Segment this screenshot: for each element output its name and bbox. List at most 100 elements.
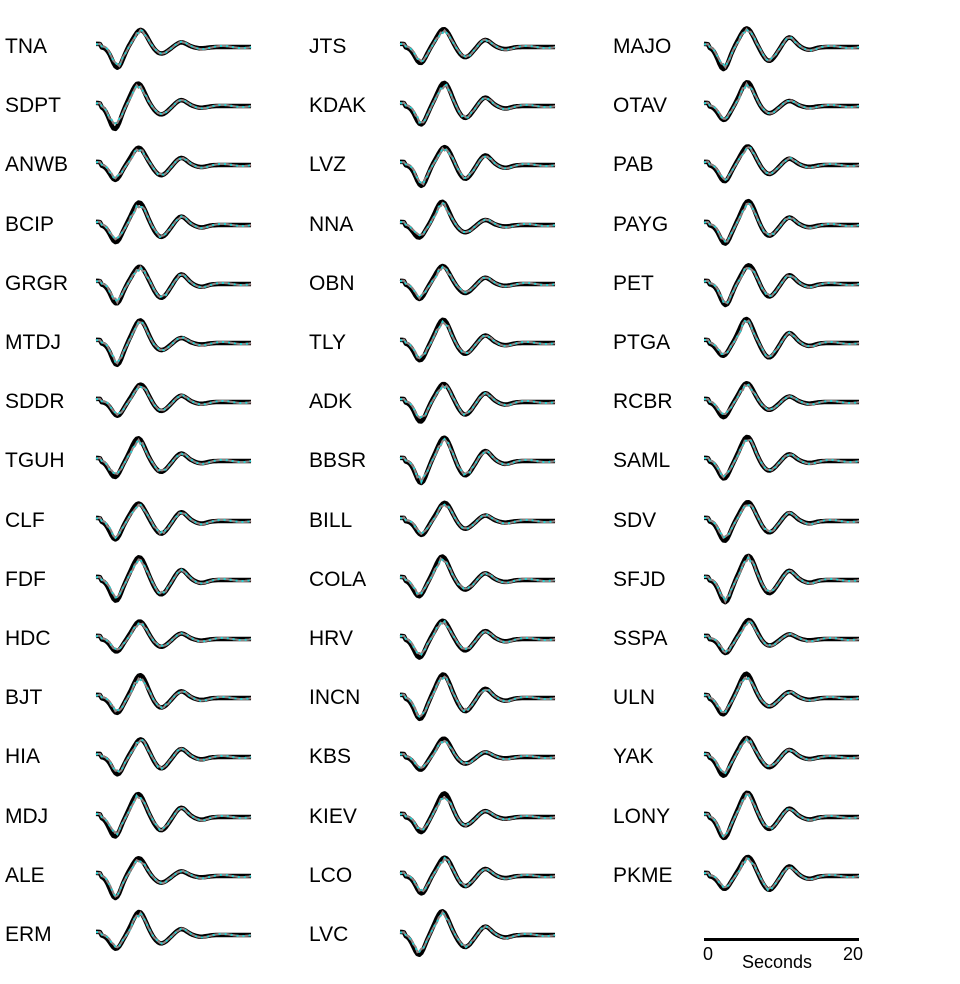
station-label-hrv: HRV	[309, 627, 353, 650]
scale-start-label: 0	[703, 944, 714, 964]
station-label-majo: MAJO	[613, 35, 672, 58]
synthetic-trace-cyan	[399, 201, 556, 236]
station-label-nna: NNA	[309, 212, 354, 236]
station-label-yak: YAK	[613, 745, 654, 769]
synthetic-trace-grey	[95, 148, 252, 180]
synthetic-trace-cyan	[399, 83, 556, 124]
station-label-pet: PET	[613, 271, 654, 295]
synthetic-trace-grey	[703, 856, 860, 891]
synthetic-trace-grey	[703, 620, 860, 654]
observed-trace	[399, 500, 556, 537]
synthetic-trace-grey	[96, 911, 252, 949]
waveform-obn	[399, 263, 556, 302]
station-label-clf: CLF	[5, 508, 45, 532]
synthetic-trace-red	[96, 911, 252, 949]
synthetic-trace-grey	[399, 384, 556, 420]
station-label-bcip: BCIP	[5, 212, 55, 236]
station-label-tna: TNA	[5, 35, 47, 58]
waveform-hdc	[95, 619, 252, 654]
synthetic-trace-cyan	[95, 264, 252, 305]
observed-trace	[399, 145, 556, 189]
synthetic-trace-cyan	[95, 438, 252, 476]
synthetic-trace-cyan	[703, 676, 860, 714]
station-label-uln: ULN	[613, 686, 656, 710]
observed-trace	[399, 736, 556, 773]
synthetic-trace-grey	[399, 619, 556, 656]
station-label-lony: LONY	[613, 804, 671, 828]
waveform-clf	[95, 500, 252, 542]
station-label-hia: HIA	[5, 745, 41, 769]
station-label-ale: ALE	[5, 863, 45, 887]
waveform-majo	[703, 26, 860, 72]
station-label-incn: INCN	[309, 686, 361, 710]
waveform-sddr	[95, 382, 252, 419]
synthetic-trace-cyan	[703, 383, 860, 416]
waveform-ptga	[703, 316, 860, 360]
waveform-kiev	[399, 790, 556, 834]
waveform-kbs	[399, 736, 556, 773]
station-label-grgr: GRGR	[5, 271, 68, 295]
synthetic-trace-cyan	[95, 385, 252, 417]
waveform-kdak	[399, 80, 556, 127]
waveform-bjt	[95, 673, 252, 716]
station-label-anwb: ANWB	[5, 153, 68, 177]
synthetic-trace-cyan	[703, 792, 860, 838]
waveform-cola	[399, 554, 556, 599]
observed-trace	[703, 617, 860, 656]
station-label-sddr: SDDR	[5, 390, 65, 414]
station-label-mdj: MDJ	[5, 804, 49, 828]
synthetic-trace-cyan	[703, 202, 860, 243]
synthetic-trace-cyan	[703, 736, 860, 775]
synthetic-trace-grey	[95, 793, 252, 836]
waveform-jts	[399, 27, 556, 66]
station-label-erm: ERM	[5, 923, 52, 946]
waveform-otav	[703, 80, 860, 123]
synthetic-trace-grey	[399, 438, 556, 485]
synthetic-trace-cyan	[703, 81, 860, 121]
station-label-lco: LCO	[309, 863, 353, 887]
synthetic-trace-grey	[399, 675, 556, 718]
waveform-adk	[399, 382, 556, 424]
waveform-pab	[703, 144, 860, 184]
waveform-sdv	[703, 499, 860, 543]
synthetic-trace-grey	[399, 320, 556, 360]
waveform-fdf	[95, 554, 252, 603]
synthetic-trace-grey	[703, 554, 860, 604]
synthetic-trace-cyan	[95, 320, 252, 365]
station-label-payg: PAYG	[613, 212, 669, 236]
synthetic-trace-grey	[399, 740, 556, 770]
synthetic-trace-grey	[399, 83, 556, 124]
observed-trace	[95, 619, 252, 654]
observed-trace	[703, 80, 860, 123]
synthetic-trace-cyan	[399, 856, 556, 893]
waveform-bcip	[95, 199, 252, 244]
waveform-bbsr	[399, 435, 556, 486]
waveform-erm	[95, 909, 252, 951]
station-label-bjt: BJT	[5, 686, 43, 710]
waveform-bill	[399, 500, 556, 537]
waveform-sspa	[703, 617, 860, 656]
synthetic-trace-grey	[399, 265, 556, 300]
station-label-sspa: SSPA	[613, 627, 668, 650]
synthetic-trace-cyan	[95, 503, 252, 539]
waveform-saml	[703, 435, 860, 482]
scale-end-label: 20	[843, 944, 864, 964]
synthetic-trace-cyan	[399, 29, 556, 63]
synthetic-trace-cyan	[96, 911, 252, 949]
synthetic-trace-cyan	[400, 147, 556, 187]
station-label-otav: OTAV	[613, 94, 668, 118]
station-label-kiev: KIEV	[309, 804, 357, 828]
synthetic-trace-cyan	[703, 27, 860, 69]
synthetic-trace-grey	[95, 83, 252, 125]
waveform-rcbr	[703, 381, 860, 420]
station-label-sfjd: SFJD	[613, 567, 666, 591]
waveform-grgr	[95, 264, 252, 306]
waveform-pkme	[703, 854, 860, 892]
synthetic-trace-cyan	[703, 319, 860, 359]
station-label-hdc: HDC	[5, 627, 51, 650]
station-label-lvz: LVZ	[309, 153, 346, 177]
observed-trace	[703, 262, 860, 308]
waveform-tly	[399, 317, 556, 363]
waveform-mtdj	[95, 318, 252, 368]
station-label-pkme: PKME	[613, 863, 673, 887]
